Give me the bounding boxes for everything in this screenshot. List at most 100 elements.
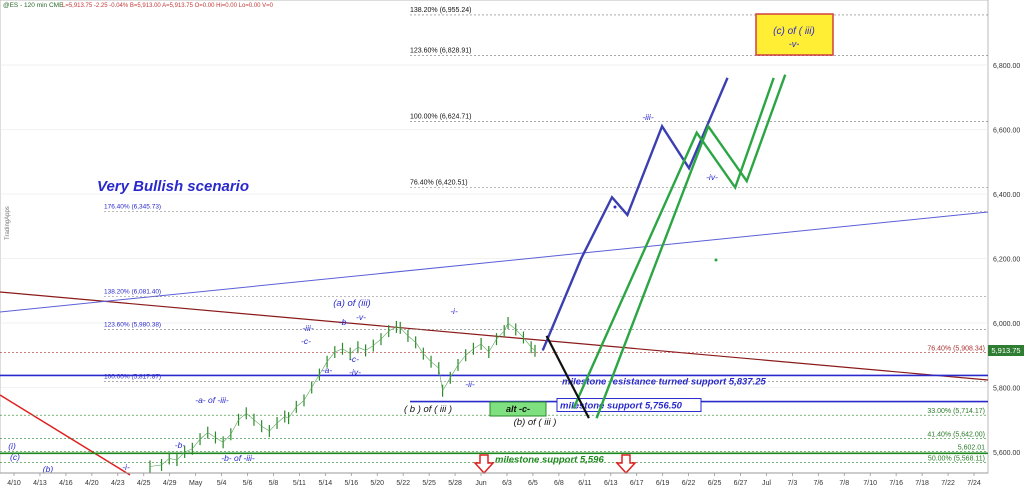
projection-alt-a (572, 77, 775, 409)
y-tick-label: 6,000.00 (993, 321, 1020, 328)
price-path (149, 464, 162, 467)
x-tick-label: 4/13 (33, 480, 47, 487)
x-tick-label: 5/22 (396, 480, 410, 487)
x-tick-label: Jul (762, 480, 771, 487)
projections (541, 74, 787, 419)
x-tick-label: Jun (475, 480, 486, 487)
fib-level-label: 100.00% (6,624.71) (410, 114, 472, 121)
price-path (530, 346, 536, 352)
wave-label: (c) (10, 452, 20, 462)
y-tick-label: 5,600.00 (993, 450, 1020, 457)
target-box-line1: (c) of ( iii) (773, 26, 815, 37)
price-path (334, 348, 343, 353)
price-path (246, 413, 255, 420)
labels: -i- -b- -a- of -iii- -b- of -iii- -iii- -c- -a… (8, 112, 718, 474)
price-path (288, 406, 297, 419)
wave-label: -ii- (465, 379, 475, 389)
y-tick-label: 5,800.00 (993, 386, 1020, 393)
x-tick-label: 7/8 (839, 480, 849, 487)
price-path (269, 422, 278, 432)
red-trendline-lower (0, 394, 131, 476)
price-path (473, 343, 482, 350)
down-arrow-icon (615, 454, 637, 475)
fib-level-label: 123.60% (5,980.38) (104, 321, 161, 328)
price-path (222, 434, 232, 443)
target-box-line2: -v- (789, 39, 800, 49)
x-tick-label: 7/24 (967, 480, 981, 487)
x-tick-label: 6/27 (734, 480, 748, 487)
x-tick-label: 5/20 (370, 480, 384, 487)
price-path (207, 432, 216, 438)
price-path (480, 343, 490, 353)
wave-label: -iii- (302, 323, 313, 333)
y-tick-label: 6,400.00 (993, 192, 1020, 199)
fib-level-label: 176.40% (6,345.73) (104, 204, 161, 211)
price-path (515, 329, 524, 338)
wave-label: -b- of -iii- (221, 453, 255, 463)
x-tick-label: 7/6 (813, 480, 823, 487)
price-path (407, 335, 416, 343)
price-path (438, 368, 443, 391)
price-path (423, 353, 432, 362)
fib-level-label: 138.20% (6,081.40) (104, 289, 161, 296)
y-tick-label: 6,200.00 (993, 257, 1020, 264)
price-path (523, 337, 532, 348)
x-tick-label: 6/3 (502, 480, 512, 487)
price-path (261, 425, 270, 432)
blue-trendline (0, 211, 989, 313)
wave-label: -i- (122, 462, 130, 472)
x-tick-label: 7/10 (863, 480, 877, 487)
x-tick-label: 4/10 (7, 480, 21, 487)
x-tick-label: 6/11 (578, 480, 591, 487)
price-path (169, 458, 178, 461)
projection-alt-b (595, 74, 787, 419)
wave-label: (b) of ( iii ) (514, 417, 557, 428)
symbol-title: @ES - 120 min CME (3, 2, 64, 9)
price-path (365, 345, 374, 351)
x-axis: 4/10 4/13 4/16 4/20 4/23 4/25 4/29 May 5/4 5/6 5/8… (0, 472, 988, 487)
fib-level-label: 100.00% (5,817.87) (104, 374, 161, 381)
x-tick-label: 6/22 (682, 480, 696, 487)
x-tick-label: 6/8 (554, 480, 564, 487)
x-tick-label: 6/19 (656, 480, 670, 487)
price-path (503, 322, 509, 332)
last-price-label: 5,913.75 (991, 346, 1020, 355)
price-path (199, 432, 208, 440)
wave-label: -a- of -iii- (195, 395, 229, 405)
y-axis: 5,600.00 5,800.00 6,000.00 6,200.00 6,400.00… (993, 63, 1020, 457)
y-tick-label: 6,800.00 (993, 63, 1020, 70)
price-path (215, 437, 224, 443)
price-path (380, 330, 389, 340)
price-path (396, 326, 401, 329)
fib-level-label: 123.60% (6,828.91) (410, 48, 472, 55)
price-path (465, 348, 474, 356)
price-path (400, 327, 409, 337)
alt-c-box: alt -c- (489, 401, 547, 417)
price-path (350, 346, 359, 354)
wave-label: -i- (450, 306, 458, 316)
milestone-label: milestone resistance turned support 5,83… (562, 376, 767, 387)
wave-label: -iv- (349, 367, 361, 377)
projection-connector (545, 335, 590, 419)
wave-label: -a- (322, 365, 333, 375)
x-tick-label: 4/25 (137, 480, 151, 487)
price-path (253, 419, 262, 427)
wave-label: -c- (349, 354, 359, 364)
wave-label: (a) of (iii) (333, 298, 370, 309)
x-tick-label: May (189, 480, 203, 487)
x-tick-label: 7/22 (941, 480, 955, 487)
price-series (149, 317, 536, 473)
price-path (238, 413, 247, 420)
grid (0, 64, 988, 453)
x-tick-label: 5/11 (293, 480, 306, 487)
x-tick-label: 5/28 (448, 480, 462, 487)
y-tick-label: 6,600.00 (993, 128, 1020, 135)
price-path (192, 438, 201, 449)
marker-dot (613, 205, 617, 209)
wave-label: -iv- (706, 172, 718, 182)
wave-label: (b) (43, 464, 54, 474)
projection-main (541, 77, 729, 351)
x-tick-label: 6/13 (604, 480, 618, 487)
milestone-label: milestone support 5,756.50 (560, 401, 683, 412)
